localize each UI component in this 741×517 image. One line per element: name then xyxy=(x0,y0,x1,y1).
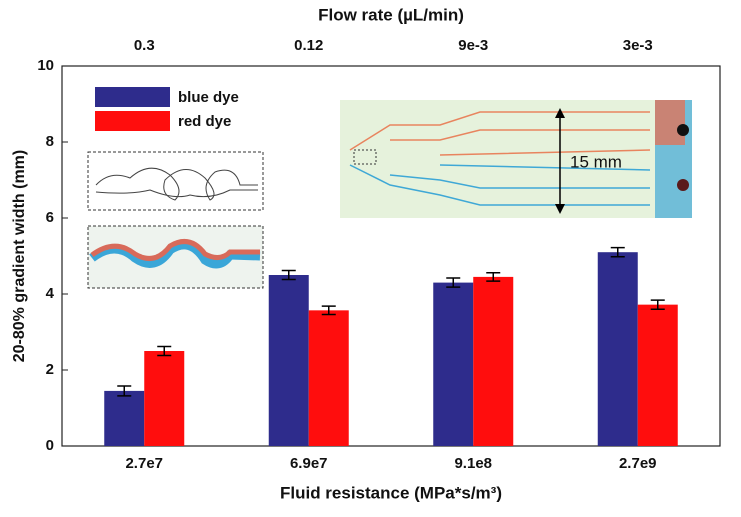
top-tick-label: 0.12 xyxy=(294,37,323,54)
y-tick-label: 2 xyxy=(46,361,54,378)
bar xyxy=(597,252,638,446)
legend-label: red dye xyxy=(178,113,231,130)
top-tick-label: 0.3 xyxy=(134,37,155,54)
bar xyxy=(433,282,474,446)
x-tick-label: 6.9e7 xyxy=(290,455,328,472)
bar xyxy=(104,390,145,446)
y-tick-label: 8 xyxy=(46,133,54,150)
error-bar xyxy=(650,299,665,310)
bar xyxy=(637,304,678,446)
chip-photo-inset: 15 mm xyxy=(340,100,692,218)
error-bar xyxy=(281,269,296,281)
y-axis-title: 20-80% gradient width (mm) xyxy=(11,150,28,362)
bar xyxy=(144,351,185,446)
y-tick-label: 0 xyxy=(46,437,54,454)
error-bar xyxy=(157,345,172,357)
top-tick-label: 9e-3 xyxy=(458,37,488,54)
dye-photo-inset xyxy=(87,225,264,289)
error-bar xyxy=(486,271,501,282)
error-bar xyxy=(446,277,461,288)
plot-frame xyxy=(61,65,721,447)
error-bar xyxy=(610,246,625,258)
x-tick-label: 2.7e7 xyxy=(125,455,163,472)
legend-label: blue dye xyxy=(178,89,239,106)
legend: blue dye red dye xyxy=(95,87,239,131)
schematic-inset xyxy=(87,151,264,211)
bar xyxy=(268,275,309,446)
bar xyxy=(308,310,349,446)
x-tick-label: 2.7e9 xyxy=(619,455,657,472)
legend-swatch xyxy=(95,111,170,131)
bar xyxy=(473,276,514,446)
scale-annotation: 15 mm xyxy=(570,152,622,171)
y-tick-label: 4 xyxy=(46,285,55,302)
x-tick-label: 9.1e8 xyxy=(454,455,492,472)
error-bar xyxy=(117,385,132,397)
top-tick-label: 3e-3 xyxy=(623,37,653,54)
error-bar xyxy=(321,305,336,316)
y-tick-label: 6 xyxy=(46,209,54,226)
top-axis-title: Flow rate (µL/min) xyxy=(318,5,464,24)
legend-swatch xyxy=(95,87,170,107)
x-axis-title: Fluid resistance (MPa*s/m³) xyxy=(280,483,502,502)
y-tick-label: 10 xyxy=(37,57,54,74)
